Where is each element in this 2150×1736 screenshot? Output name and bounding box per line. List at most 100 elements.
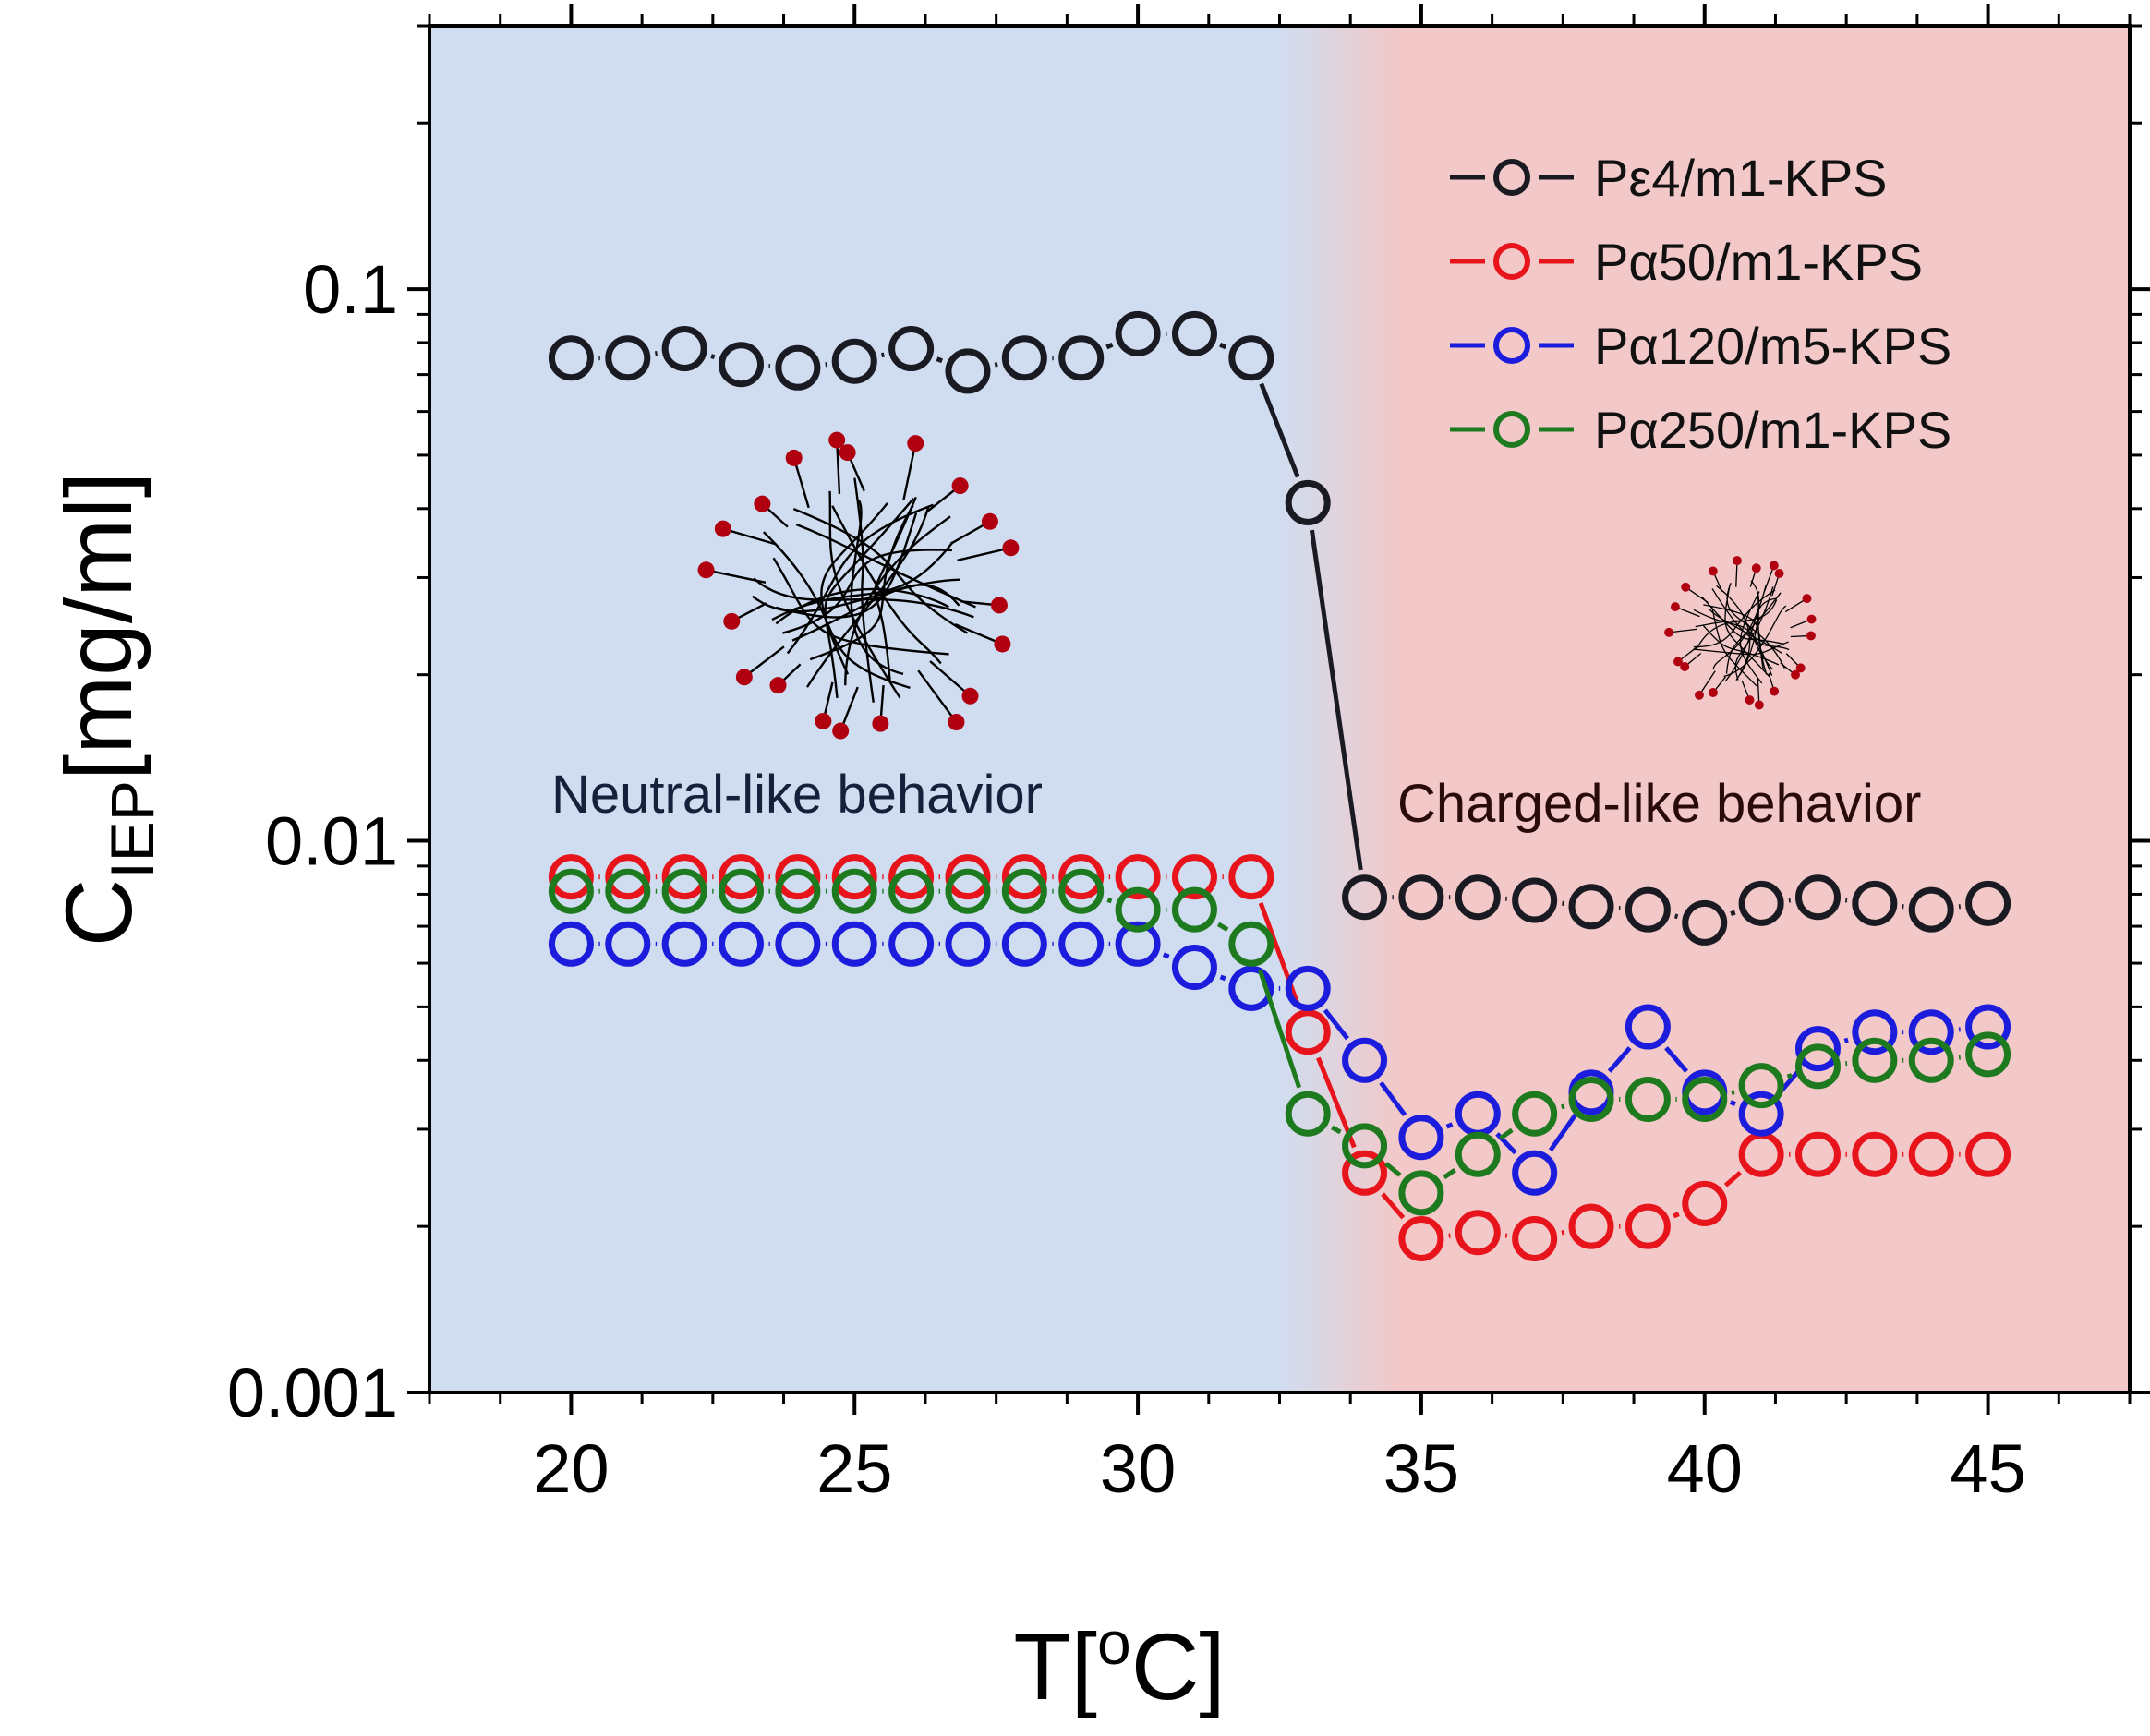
charge-dot bbox=[1002, 539, 1020, 557]
data-point bbox=[1512, 1215, 1558, 1261]
charge-dot bbox=[832, 722, 850, 740]
charge-dot bbox=[981, 512, 998, 530]
data-point bbox=[1342, 1123, 1388, 1169]
charge-dot bbox=[948, 713, 965, 730]
data-point bbox=[1625, 1004, 1671, 1050]
series-line-segment bbox=[1381, 1192, 1406, 1220]
dangling-chain bbox=[1668, 628, 1697, 633]
data-point bbox=[1908, 1009, 1954, 1055]
data-point bbox=[661, 854, 707, 900]
data-point bbox=[1001, 335, 1047, 381]
charge-dot bbox=[1802, 594, 1812, 604]
data-point bbox=[775, 868, 821, 914]
charge-dot bbox=[697, 561, 715, 579]
dangling-chain bbox=[917, 669, 958, 723]
legend-entry: Pα250/m1-KPS bbox=[1594, 401, 1951, 459]
data-point bbox=[1398, 874, 1444, 921]
dangling-chain bbox=[835, 440, 841, 495]
series-line-segment bbox=[1664, 1046, 1689, 1073]
series-4 bbox=[548, 868, 2011, 1216]
series-line-segment bbox=[994, 362, 998, 368]
series-2 bbox=[548, 854, 2011, 1261]
charge-dot bbox=[994, 635, 1011, 653]
charge-dot bbox=[1709, 688, 1718, 697]
neutral-region-label: Neutral-like behavior bbox=[551, 765, 1043, 825]
dangling-chain bbox=[792, 457, 810, 509]
data-point bbox=[1001, 854, 1047, 900]
polymer-chain bbox=[828, 490, 901, 699]
data-point bbox=[1001, 868, 1047, 914]
series-layer bbox=[548, 310, 2011, 1261]
series-line-segment bbox=[1105, 342, 1114, 350]
series-line-segment bbox=[1219, 974, 1226, 982]
data-point bbox=[605, 868, 651, 914]
x-axis-title: T[oC] bbox=[1013, 1609, 1225, 1719]
data-point bbox=[1171, 854, 1217, 900]
data-point bbox=[1852, 1131, 1898, 1177]
charge-dot bbox=[1708, 566, 1718, 576]
charge-dot bbox=[1806, 631, 1816, 641]
series-line-segment bbox=[1730, 910, 1736, 917]
data-point bbox=[831, 868, 877, 914]
charge-dot bbox=[872, 715, 889, 732]
polymer-chain bbox=[1716, 585, 1751, 681]
data-point bbox=[1568, 1203, 1614, 1249]
data-point bbox=[1738, 1091, 1784, 1137]
legend-marker bbox=[1493, 411, 1530, 448]
legend-marker bbox=[1493, 159, 1530, 196]
series-line-segment bbox=[1443, 1168, 1456, 1180]
data-point bbox=[719, 342, 765, 388]
charge-dot bbox=[754, 495, 771, 512]
x-tick-label: 20 bbox=[533, 1430, 609, 1507]
series-line-segment bbox=[1786, 1073, 1793, 1079]
data-point bbox=[1398, 1170, 1444, 1216]
data-point bbox=[548, 335, 594, 381]
data-point bbox=[1285, 1091, 1331, 1137]
data-point bbox=[719, 921, 765, 967]
data-point bbox=[1171, 944, 1217, 990]
data-point bbox=[661, 326, 707, 372]
x-tick-label: 30 bbox=[1100, 1430, 1176, 1507]
data-point bbox=[1965, 1131, 2011, 1177]
charge-dot bbox=[1695, 690, 1704, 700]
charge-dot bbox=[1680, 662, 1690, 671]
series-line-segment bbox=[1259, 382, 1300, 478]
data-point bbox=[1625, 1076, 1671, 1122]
legend: Pε4/m1-KPS Pα50/m1-KPS Pα120/m5-KPS Pα250/m… bbox=[1450, 149, 1951, 459]
data-point bbox=[1228, 854, 1274, 900]
dangling-chain bbox=[954, 623, 1003, 645]
series-line-segment bbox=[1379, 1080, 1407, 1117]
dangling-chain bbox=[1698, 670, 1716, 696]
polymer-chain bbox=[1724, 584, 1770, 678]
data-point bbox=[1285, 965, 1331, 1011]
data-point bbox=[1908, 1037, 1954, 1083]
data-point bbox=[888, 854, 935, 900]
data-point bbox=[1794, 1131, 1841, 1177]
series-line-segment bbox=[1561, 1103, 1565, 1110]
data-point bbox=[1455, 1210, 1501, 1256]
data-point bbox=[1115, 921, 1161, 967]
charge-dot bbox=[1791, 669, 1800, 680]
data-point bbox=[548, 868, 594, 914]
data-point bbox=[775, 344, 821, 391]
data-point bbox=[1285, 1009, 1331, 1055]
charge-dot bbox=[714, 520, 731, 537]
data-point bbox=[1001, 921, 1047, 967]
y-axis-title: CIEP[mg/ml] bbox=[46, 472, 166, 946]
polymer-chain bbox=[753, 577, 974, 619]
series-line-segment bbox=[1561, 1230, 1565, 1236]
series-line-segment bbox=[1499, 1127, 1514, 1140]
plot-background bbox=[429, 26, 2130, 1392]
legend-entry: Pα50/m1-KPS bbox=[1594, 233, 1923, 291]
series-line-segment bbox=[1445, 1122, 1454, 1129]
charge-dot bbox=[735, 669, 753, 686]
charge-dot bbox=[907, 435, 924, 452]
polymer-chain bbox=[850, 500, 904, 676]
data-point bbox=[1398, 1115, 1444, 1161]
series-line-segment bbox=[1258, 901, 1301, 1007]
legend-marker bbox=[1493, 243, 1530, 280]
data-point bbox=[1794, 1043, 1841, 1090]
data-point bbox=[1512, 1150, 1558, 1196]
polymer-chain bbox=[1693, 589, 1776, 648]
charge-dot bbox=[1806, 614, 1817, 624]
